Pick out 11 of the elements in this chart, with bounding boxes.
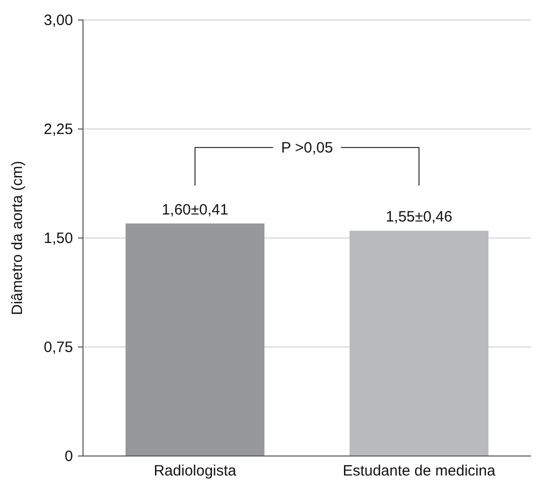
- y-tick-label: 1,50: [44, 230, 73, 247]
- y-tick-label: 0: [64, 448, 73, 465]
- y-axis-title: Diâmetro da aorta (cm): [9, 160, 26, 316]
- y-tick-label: 2,25: [44, 120, 73, 138]
- data-label: 1,60±0,41: [162, 201, 228, 218]
- annotation: P >0,05: [281, 139, 333, 156]
- x-tick-label: Estudante de medicina: [342, 462, 496, 480]
- data-label: 1,55±0,46: [386, 208, 452, 226]
- y-tick-label: 3,00: [44, 12, 73, 29]
- x-tick-label: Radiologista: [154, 462, 237, 480]
- y-tick-label: 0,75: [44, 338, 73, 356]
